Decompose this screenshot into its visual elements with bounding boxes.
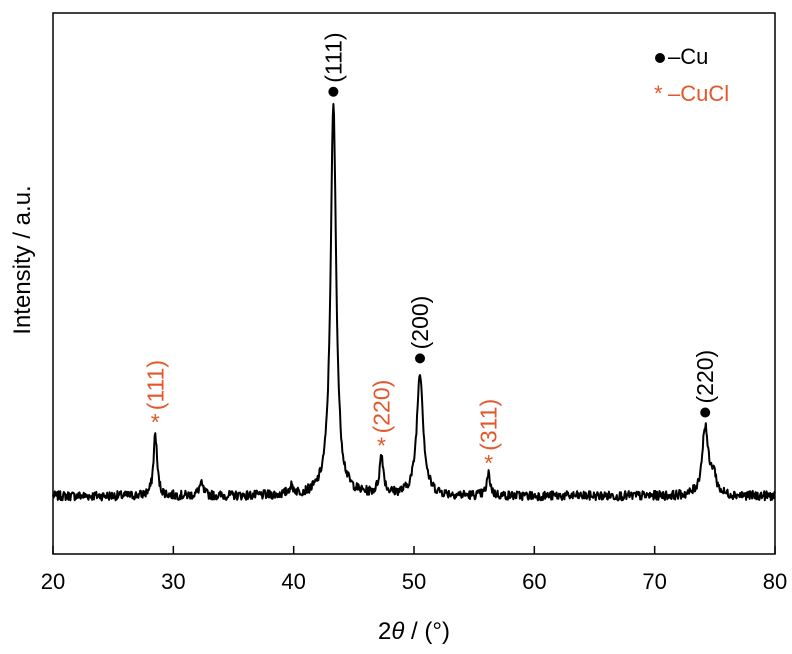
peak-hkl-label: (200) [407, 296, 433, 350]
x-tick-label: 20 [41, 569, 65, 594]
plot-frame [52, 12, 776, 555]
cu-peak-marker [328, 86, 339, 97]
cu-peak-marker [415, 353, 426, 364]
cucl-peak-marker: * [151, 409, 160, 435]
x-axis-ticks: 20 30 40 50 60 70 80 [41, 546, 787, 594]
x-tick-label: 50 [402, 569, 426, 594]
peak-hkl-label: (311) [476, 399, 502, 451]
legend-cucl-marker: * [654, 81, 663, 106]
x-tick-label: 80 [763, 569, 787, 594]
peak-hkl-label: (111) [142, 360, 168, 410]
legend-cu-label: –Cu [668, 44, 708, 69]
peak-hkl-label: (111) [320, 32, 346, 82]
legend-cucl-label: –CuCl [668, 81, 729, 106]
cucl-peak-marker: * [484, 450, 493, 476]
legend: –Cu * –CuCl [654, 44, 729, 106]
legend-cu-marker [655, 53, 665, 63]
cu-peak-marker [700, 407, 711, 418]
cucl-peak-marker: * [377, 432, 386, 458]
x-tick-label: 60 [522, 569, 546, 594]
peak-hkl-label: (220) [369, 380, 395, 434]
diffraction-pattern-line [52, 103, 776, 502]
y-axis-label: Intensity / a.u. [9, 185, 36, 334]
peak-annotations: *(111)(111)*(220)(200)*(311)(220) [142, 32, 718, 475]
peak-hkl-label: (220) [692, 350, 718, 404]
x-axis-label: 2θ / (°) [378, 618, 450, 645]
x-tick-label: 70 [642, 569, 666, 594]
x-tick-label: 40 [281, 569, 305, 594]
x-tick-label: 30 [161, 569, 185, 594]
